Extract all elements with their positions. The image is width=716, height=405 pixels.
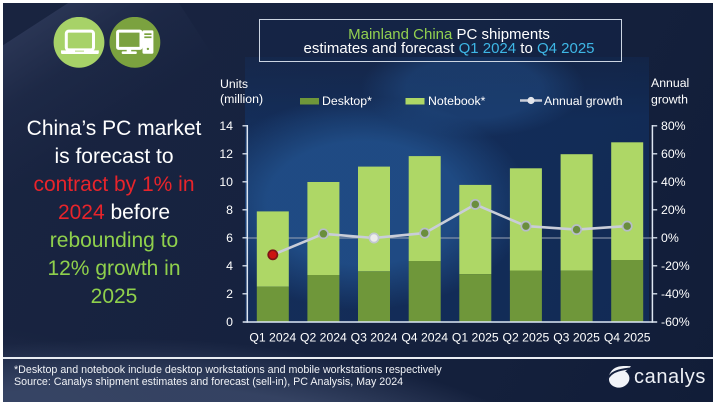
svg-text:(million): (million)	[220, 92, 263, 106]
svg-text:Q4 2025: Q4 2025	[604, 331, 651, 345]
svg-text:Annual growth: Annual growth	[544, 94, 623, 108]
svg-text:Q1 2024: Q1 2024	[249, 331, 296, 345]
svg-text:60%: 60%	[661, 147, 686, 161]
svg-text:Desktop*: Desktop*	[322, 94, 372, 108]
svg-text:Q3 2025: Q3 2025	[553, 331, 600, 345]
svg-text:Notebook*: Notebook*	[428, 94, 486, 108]
svg-text:8: 8	[226, 203, 233, 217]
svg-text:80%: 80%	[661, 119, 686, 133]
svg-text:-40%: -40%	[661, 287, 690, 301]
svg-text:growth: growth	[651, 93, 688, 107]
svg-text:14: 14	[219, 119, 233, 133]
svg-text:10: 10	[219, 175, 233, 189]
svg-text:Q3 2024: Q3 2024	[351, 331, 398, 345]
svg-text:Annual: Annual	[651, 76, 689, 90]
svg-text:-60%: -60%	[661, 315, 690, 329]
svg-text:40%: 40%	[661, 175, 686, 189]
svg-text:20%: 20%	[661, 203, 686, 217]
svg-text:12: 12	[219, 147, 233, 161]
svg-text:0: 0	[226, 315, 233, 329]
svg-text:Q1 2025: Q1 2025	[452, 331, 499, 345]
svg-text:Q4 2024: Q4 2024	[401, 331, 448, 345]
svg-text:-20%: -20%	[661, 259, 690, 273]
svg-text:Q2 2025: Q2 2025	[503, 331, 550, 345]
svg-text:6: 6	[226, 231, 233, 245]
svg-text:4: 4	[226, 259, 233, 273]
svg-text:0%: 0%	[661, 231, 679, 245]
svg-text:2: 2	[226, 287, 233, 301]
svg-text:Units: Units	[220, 77, 248, 91]
svg-text:Q2 2024: Q2 2024	[300, 331, 347, 345]
